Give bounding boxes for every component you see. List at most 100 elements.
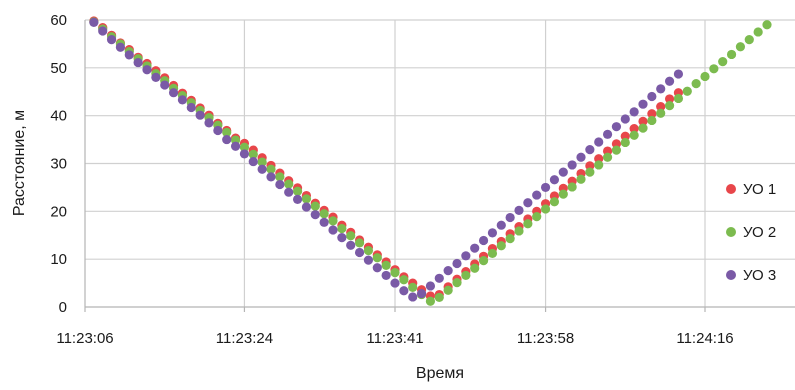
y-axis-title: Расстояние, м — [11, 110, 28, 216]
series-3-point — [239, 149, 250, 159]
series-3-point — [248, 156, 258, 167]
series-3-point — [142, 65, 152, 75]
series-3-point — [133, 57, 143, 68]
series-3-point — [523, 198, 533, 208]
series-2-point — [319, 209, 329, 219]
series-2-point — [346, 231, 356, 241]
series-3-point — [461, 251, 471, 261]
series-3-point — [629, 107, 639, 117]
x-tick-label-0: 11:23:06 — [56, 330, 113, 347]
series-2-point — [372, 253, 382, 263]
series-2-point — [363, 245, 374, 256]
series-3-point — [381, 270, 391, 281]
series-3-point — [292, 194, 303, 204]
series-2-point — [239, 142, 250, 152]
series-3-point — [487, 228, 498, 238]
series-3-point — [390, 278, 400, 288]
y-tick-label-50: 50 — [50, 60, 67, 77]
series-3-point — [204, 118, 214, 128]
series-2-point — [496, 241, 506, 251]
series-3-point — [443, 266, 453, 276]
series-3-point — [106, 35, 117, 45]
series-2-point — [248, 149, 258, 160]
series-3-point — [656, 84, 666, 94]
series-3-point — [664, 76, 675, 86]
series-2-point — [647, 115, 657, 126]
series-3-point — [399, 286, 409, 296]
series-2-point — [310, 201, 320, 211]
series-3-point — [168, 88, 179, 98]
series-3-point — [230, 141, 241, 151]
series-3-point — [186, 102, 196, 113]
series-2-point — [337, 223, 347, 234]
series-3-point — [540, 182, 551, 193]
series-2 — [89, 17, 772, 306]
series-3-point — [638, 99, 648, 109]
legend-item-1: УО 1 — [726, 181, 776, 198]
series-1-point — [647, 109, 657, 119]
series-3-point — [558, 167, 568, 177]
series-2-point — [567, 182, 577, 192]
series-2-point — [434, 292, 444, 303]
series-2-point — [638, 123, 648, 133]
series-3-point — [266, 172, 276, 182]
series-2-point — [222, 127, 232, 138]
series-2-point — [425, 296, 436, 306]
series-2-point — [726, 49, 737, 60]
series-2-point — [275, 172, 285, 182]
series-3-point — [115, 42, 126, 52]
x-tick-label-1: 11:23:24 — [216, 330, 273, 347]
series-2-point — [505, 233, 515, 244]
legend-marker-3 — [726, 270, 736, 280]
series-2-point — [514, 226, 524, 236]
series-3-point — [673, 69, 684, 79]
series-2-point — [292, 186, 303, 196]
series-3-point — [514, 205, 524, 215]
series-2-point — [753, 27, 763, 37]
series-2-point — [620, 137, 630, 148]
legend-label-3: УО 3 — [743, 267, 776, 284]
series-3-point — [284, 187, 294, 197]
series-3-point — [346, 240, 356, 250]
series-3-point — [275, 179, 285, 190]
y-tick-label-0: 0 — [59, 299, 67, 316]
series-2-point — [576, 174, 586, 184]
series-2-point — [718, 57, 728, 67]
series-3-point — [257, 164, 267, 174]
series-3-point — [177, 95, 188, 105]
series-1 — [89, 16, 684, 301]
series-2-point — [602, 152, 613, 162]
legend-label-2: УО 2 — [743, 224, 776, 241]
series-2-point — [452, 278, 462, 288]
x-tick-label-3: 11:23:58 — [517, 330, 574, 347]
series-2-point — [443, 285, 453, 295]
y-tick-label-40: 40 — [50, 108, 67, 125]
series-3-point — [416, 289, 427, 299]
series-2-point — [549, 197, 560, 207]
series-2-point — [381, 260, 391, 270]
series-3-point — [567, 160, 577, 170]
series-3-point — [213, 125, 223, 136]
series-3-point — [505, 212, 515, 223]
series-3-point — [408, 292, 418, 302]
series-2-point — [762, 20, 772, 30]
series-3 — [89, 17, 684, 302]
series-2-point — [478, 256, 489, 266]
series-2-point — [682, 86, 692, 96]
series-3-point — [425, 281, 436, 291]
series-3-point — [98, 26, 108, 36]
legend-label-1: УО 1 — [743, 181, 776, 198]
data-points — [89, 16, 772, 306]
series-2-point — [487, 248, 498, 259]
tick-labels: 0 10 20 30 40 50 60 11:23:06 11:23:24 11:23:41 11:… — [50, 12, 733, 347]
series-3-point — [301, 202, 312, 212]
series-3-point — [319, 217, 329, 227]
series-2-point — [656, 108, 666, 118]
series-2-point — [257, 157, 267, 167]
series-3-point — [452, 258, 462, 269]
series-2-point — [461, 270, 471, 281]
series-2-point — [735, 42, 746, 52]
series-2-point — [399, 275, 409, 285]
series-3-point — [337, 233, 347, 243]
